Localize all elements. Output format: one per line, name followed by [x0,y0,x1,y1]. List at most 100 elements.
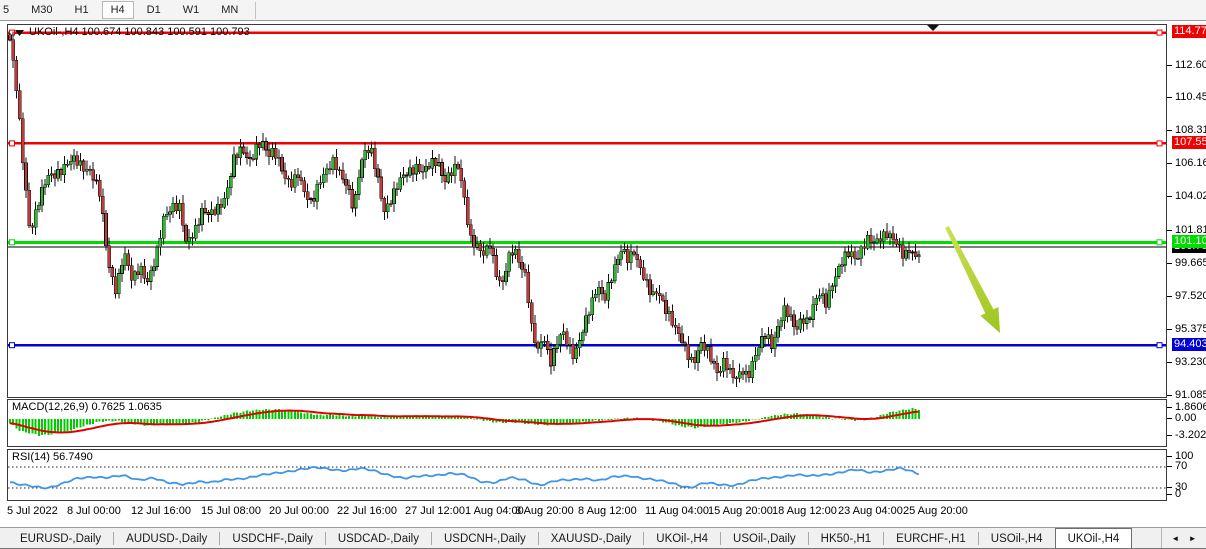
chart-workspace: UKOil-,H4 100.674 100.843 100.591 100.79… [0,21,1206,527]
price-tick-mark [1167,97,1172,99]
candlestick-chart [8,25,1166,387]
macd-indicator [9,408,920,436]
time-axis: 5 Jul 2022 8 Jul 00:00 12 Jul 16:00 15 Jul … [7,504,1167,519]
chart-tab-ukoil-h4[interactable]: UKOil-,H4 [1054,528,1133,548]
time-axis-label: 18 Aug 12:00 [772,505,837,517]
macd-panel[interactable]: MACD(12,26,9) 0.7625 1.0635 [7,399,1167,447]
tab-separator [720,532,722,545]
price-tick-label: 95.375 [1175,322,1206,335]
tab-separator [643,532,645,545]
tab-separator [977,532,979,545]
timeframe-button-h1[interactable]: H1 [74,4,89,16]
tab-separator [113,532,115,545]
timeframe-button-d1[interactable]: D1 [146,4,161,16]
price-tick-mark [1167,196,1172,198]
rsi-label: RSI(14) 56.7490 [12,451,93,463]
price-badge: 114.779 [1172,25,1206,39]
chart-title: UKOil-,H4 100.674 100.843 100.591 100.79… [29,26,250,38]
tab-scroll-right-icon[interactable]: ► [1188,534,1197,543]
price-tick-label: 91.085 [1175,388,1206,401]
timeframe-button-w1[interactable]: W1 [182,4,200,16]
macd-tick-label: 0.00 [1175,411,1197,424]
macd-tick-mark [1167,407,1172,409]
timeframe-button-h4[interactable]: H4 [101,1,134,19]
price-tick-mark [1167,130,1172,132]
rsi-tick-label: 100 [1175,449,1194,462]
timeframe-button-5[interactable]: 5 [3,4,10,16]
time-axis-label: 1 Aug 04:00 [465,505,524,517]
price-tick-label: 108.310 [1175,124,1206,137]
price-tick-label: 101.810 [1175,224,1206,236]
price-tick-mark [1167,230,1172,231]
macd-tick-mark [1167,435,1172,437]
price-badge: 107.558 [1172,135,1206,149]
macd-label: MACD(12,26,9) 0.7625 1.0635 [12,401,162,413]
price-tick-label: 110.455 [1175,91,1206,104]
timeframe-toolbar: 5 M30 H1 H4 D1 W1 MN [0,0,1206,21]
price-tick-label: 104.020 [1175,190,1206,203]
price-tick-mark [1167,262,1172,264]
chart-tab-usdcad-daily[interactable]: USDCAD-,Daily [337,532,419,545]
price-tick-mark [1167,295,1172,297]
price-tick-mark [1167,163,1172,165]
tab-separator [537,532,539,545]
chart-tab-usoil-daily[interactable]: USOil-,Daily [733,532,796,545]
time-axis-label: 3 Aug 20:00 [515,505,574,517]
rsi-indicator [8,465,1166,490]
tab-separator [883,532,885,545]
price-tick-mark [1167,64,1172,66]
price-tick-label: 93.230 [1175,355,1206,368]
chart-tab-ukoil-h4[interactable]: UKOil-,H4 [656,532,709,545]
macd-tick-label: 1.8606 [1175,401,1206,414]
rsi-tick-label: 0 [1175,487,1182,500]
rsi-axis: 100 70 30 0 [1167,449,1206,501]
chart-tab-usoil-h4[interactable]: USOil-,H4 [990,532,1043,545]
main-chart-panel[interactable]: UKOil-,H4 100.674 100.843 100.591 100.79… [7,24,1167,398]
tab-separator [219,532,221,545]
price-tick-label: 112.600 [1175,58,1206,71]
time-axis-label: 12 Jul 16:00 [131,505,191,517]
price-badge: 94.403 [1172,337,1206,351]
time-axis-label: 15 Jul 08:00 [201,505,261,517]
tab-separator [807,532,809,545]
price-axis: 112.600 110.455 108.310 106.165 104.020 101.8… [1167,24,1206,401]
chart-tab-usdchf-daily[interactable]: USDCHF-,Daily [232,532,313,545]
chart-tab-eurusd-daily[interactable]: EURUSD-,Daily [20,532,102,545]
tab-scroll-left-icon[interactable]: ◄ [1171,534,1180,543]
rsi-tick-mark [1167,465,1172,467]
price-tick-label: 106.165 [1175,157,1206,170]
chart-tab-xauusd-daily[interactable]: XAUUSD-,Daily [550,532,632,545]
rsi-tick-mark [1167,493,1172,495]
tab-scroll-arrows: ◄ ► [1161,528,1206,548]
price-tick-label: 97.520 [1175,289,1206,302]
chart-tab-audusd-daily[interactable]: AUDUSD-,Daily [126,532,208,545]
time-axis-label: 25 Aug 20:00 [903,505,968,517]
chart-tab-bar: EURUSD-,Daily AUDUSD-,Daily USDCHF-,Daily U… [0,527,1206,548]
timeframe-button-mn[interactable]: MN [221,4,239,16]
time-axis-label: 20 Jul 00:00 [269,505,329,517]
timeframe-button-m30[interactable]: M30 [31,4,53,16]
macd-tick-label: -3.2023 [1175,429,1206,442]
price-badge: 101.109 [1172,234,1206,248]
chart-tab-usdcnh-daily[interactable]: USDCNH-,Daily [443,532,526,545]
down-trend-arrow-annotation[interactable] [945,226,1000,333]
tab-separator [430,532,432,545]
rsi-tick-mark [1167,486,1172,488]
time-axis-label: 5 Jul 2022 [7,505,58,517]
time-axis-label: 23 Aug 04:00 [838,505,903,517]
macd-tick-mark [1167,417,1172,419]
price-tick-mark [1167,328,1172,330]
price-tick-label: 99.665 [1175,256,1206,269]
chart-tab-eurchf-h1[interactable]: EURCHF-,H1 [896,532,966,545]
tab-separator [324,532,326,545]
chart-tab-hk50-h1[interactable]: HK50-,H1 [820,532,872,545]
rsi-tick-label: 70 [1175,459,1188,472]
price-tick-mark [1167,361,1172,363]
time-axis-label: 8 Jul 00:00 [67,505,121,517]
tabs-container: EURUSD-,Daily AUDUSD-,Daily USDCHF-,Daily U… [0,528,1161,548]
rsi-panel[interactable]: RSI(14) 56.7490 [7,449,1167,501]
rsi-tick-label: 30 [1175,480,1188,493]
rsi-tick-mark [1167,455,1172,457]
time-axis-label: 27 Jul 12:00 [405,505,465,517]
